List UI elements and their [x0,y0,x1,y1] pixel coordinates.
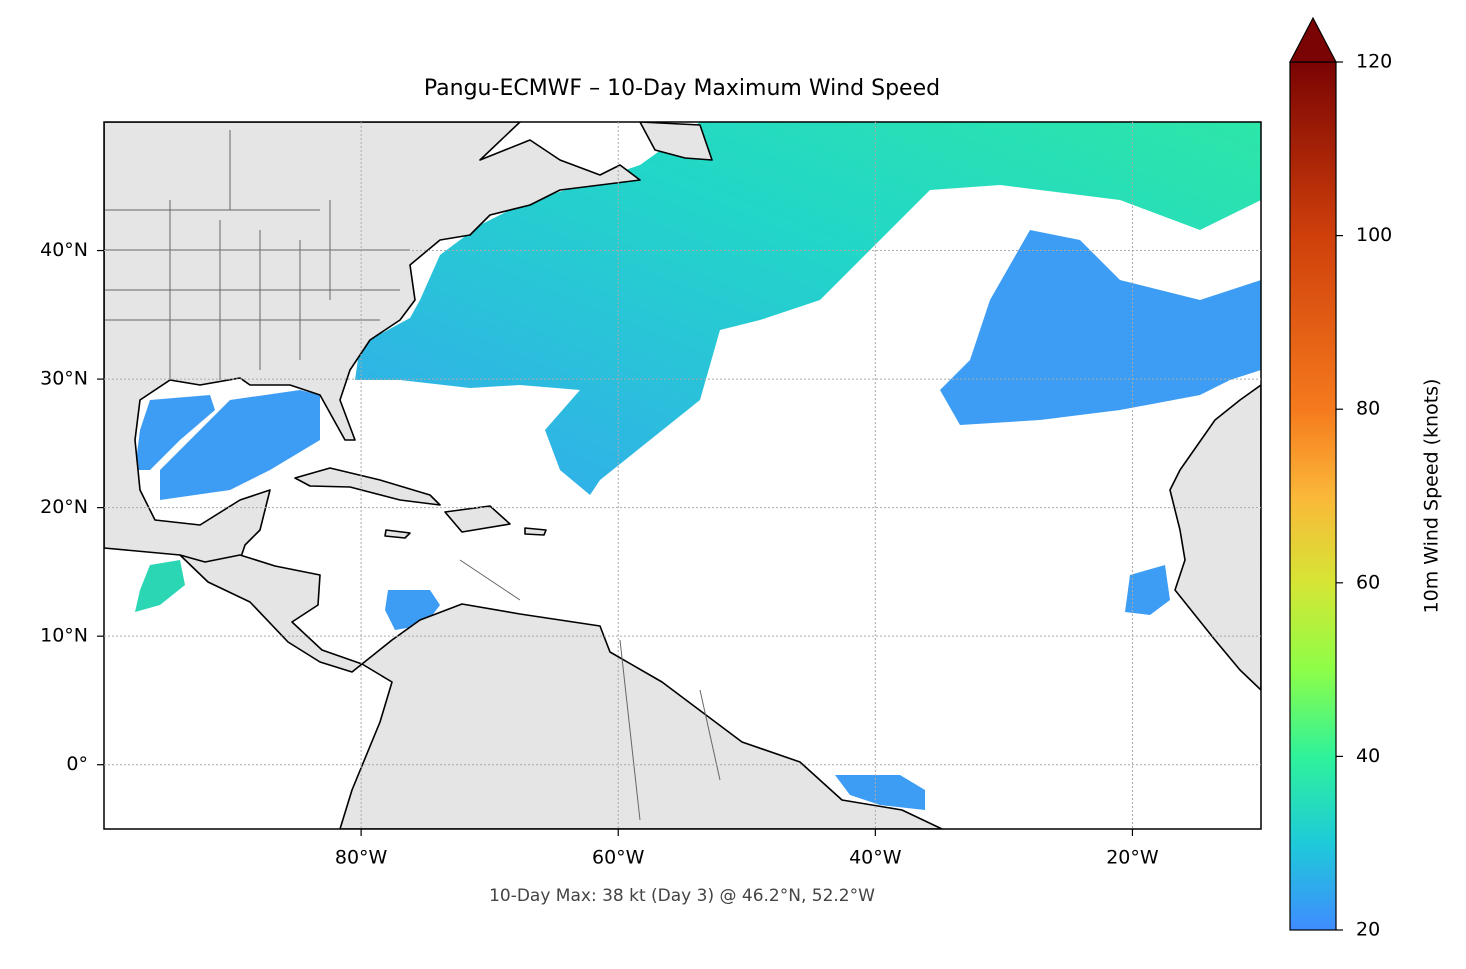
land-north-america [104,122,641,576]
wind-swath [355,122,1261,495]
y-tick-label: 10°N [40,625,88,647]
x-tick-label: 60°W [592,847,645,869]
y-tick-label: 20°N [40,496,88,518]
map-layer [104,122,1261,829]
land-hispaniola [444,505,511,533]
wind-swath [835,775,925,810]
chart-title: Pangu-ECMWF – 10-Day Maximum Wind Speed [424,76,940,101]
colorbar-tick-label: 120 [1356,51,1392,73]
wind-swath [135,560,185,612]
y-tick-label: 0° [66,753,88,775]
wind-swath [135,395,215,470]
land-central-america [179,554,363,673]
colorbar [1289,61,1337,931]
land-africa [1169,384,1261,691]
map-frame [103,121,1262,830]
wind-swath [1125,565,1170,615]
land-cuba [294,467,441,506]
wind-swath [940,230,1261,425]
colorbar-tick-label: 80 [1356,398,1380,420]
colorbar-tick-label: 40 [1356,745,1380,767]
colorbar-extend [1289,16,1337,63]
land-puerto-rico [524,527,547,536]
y-tick-label: 40°N [40,239,88,261]
wind-swath [160,390,320,500]
state-borders [104,130,721,821]
x-tick-label: 40°W [849,847,902,869]
annotation: 10-Day Max: 38 kt (Day 3) @ 46.2°N, 52.2… [489,886,875,906]
colorbar-tick-label: 20 [1356,919,1380,941]
land-jamaica [384,529,411,539]
colorbar-tick-label: 100 [1356,224,1392,246]
y-tick-label: 30°N [40,368,88,390]
land-newfoundland [639,122,713,161]
x-tick-label: 80°W [335,847,388,869]
land-south-america [339,603,943,829]
x-tick-label: 20°W [1106,847,1159,869]
colorbar-tick-label: 60 [1356,571,1380,593]
colorbar-label: 10m Wind Speed (knots) [1421,379,1443,614]
